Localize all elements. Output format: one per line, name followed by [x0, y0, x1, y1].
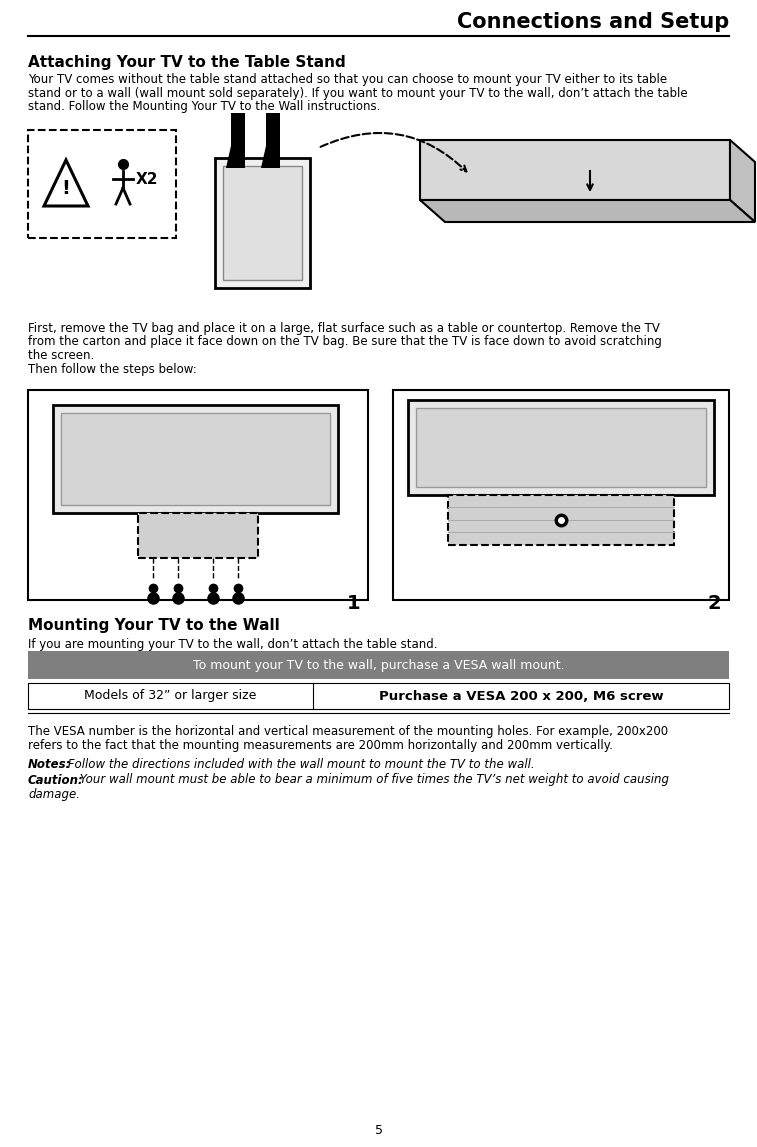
Text: Connections and Setup: Connections and Setup	[456, 11, 729, 32]
Text: 1: 1	[347, 594, 360, 612]
Text: Caution:: Caution:	[28, 773, 84, 787]
Text: To mount your TV to the wall, purchase a VESA wall mount.: To mount your TV to the wall, purchase a…	[193, 658, 564, 671]
Text: from the carton and place it face down on the TV bag. Be sure that the TV is fac: from the carton and place it face down o…	[28, 336, 662, 349]
Bar	[408, 400, 714, 496]
Polygon shape	[226, 128, 244, 167]
Text: Your wall mount must be able to bear a minimum of five times the TV’s net weight: Your wall mount must be able to bear a m…	[76, 773, 669, 787]
Text: !: !	[61, 179, 70, 197]
Text: Attaching Your TV to the Table Stand: Attaching Your TV to the Table Stand	[28, 55, 346, 70]
Polygon shape	[261, 128, 279, 167]
Text: stand. Follow the Mounting Your TV to the Wall instructions.: stand. Follow the Mounting Your TV to th…	[28, 100, 380, 114]
Text: X2: X2	[136, 172, 158, 187]
Text: First, remove the TV bag and place it on a large, flat surface such as a table o: First, remove the TV bag and place it on…	[28, 322, 660, 335]
Bar	[215, 158, 310, 288]
Bar	[61, 413, 330, 505]
Bar	[266, 114, 280, 167]
Polygon shape	[420, 200, 755, 223]
Polygon shape	[730, 140, 755, 223]
Text: If you are mounting your TV to the wall, don’t attach the table stand.: If you are mounting your TV to the wall,…	[28, 638, 438, 651]
Polygon shape	[420, 140, 730, 200]
Bar	[28, 682, 729, 709]
Text: refers to the fact that the mounting measurements are 200mm horizontally and 200: refers to the fact that the mounting mea…	[28, 739, 613, 751]
Text: Follow the directions included with the wall mount to mount the TV to the wall.: Follow the directions included with the …	[64, 758, 534, 771]
Bar	[393, 390, 729, 600]
Text: Mounting Your TV to the Wall: Mounting Your TV to the Wall	[28, 618, 280, 633]
Text: stand or to a wall (wall mount sold separately). If you want to mount your TV to: stand or to a wall (wall mount sold sepa…	[28, 86, 687, 100]
Text: damage.: damage.	[28, 788, 80, 801]
Text: The VESA number is the horizontal and vertical measurement of the mounting holes: The VESA number is the horizontal and ve…	[28, 725, 668, 738]
Text: Purchase a VESA 200 x 200, M6 screw: Purchase a VESA 200 x 200, M6 screw	[378, 689, 663, 702]
Text: Your TV comes without the table stand attached so that you can choose to mount y: Your TV comes without the table stand at…	[28, 73, 667, 86]
Bar	[416, 408, 706, 487]
Bar	[28, 651, 729, 679]
Bar	[138, 513, 258, 557]
Text: Notes:: Notes:	[28, 758, 71, 771]
Bar	[28, 390, 368, 600]
Text: 2: 2	[707, 594, 721, 612]
Bar	[223, 166, 302, 280]
Text: Then follow the steps below:: Then follow the steps below:	[28, 362, 197, 375]
Bar	[448, 496, 674, 545]
Bar	[231, 114, 245, 167]
Bar	[53, 405, 338, 513]
Text: the screen.: the screen.	[28, 349, 95, 362]
Bar	[28, 130, 176, 237]
Text: Models of 32” or larger size: Models of 32” or larger size	[84, 689, 257, 702]
Text: 5: 5	[375, 1124, 382, 1138]
